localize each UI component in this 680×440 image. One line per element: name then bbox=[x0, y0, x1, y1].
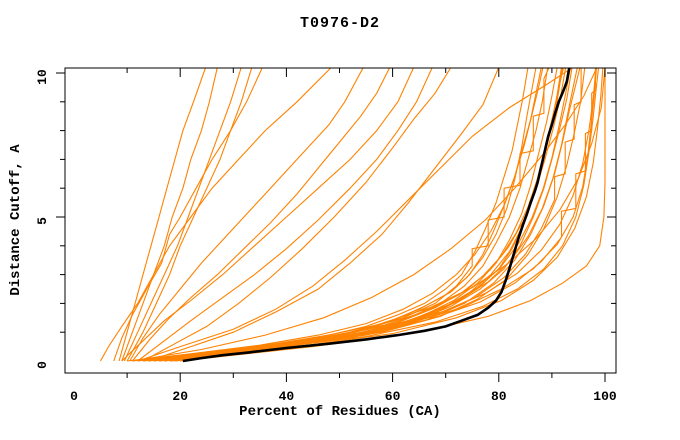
model-28-curve bbox=[172, 68, 578, 362]
model-36-curve bbox=[148, 68, 597, 362]
model-14-curve bbox=[132, 68, 529, 362]
model-13-curve bbox=[148, 68, 500, 362]
model-09-curve bbox=[121, 68, 415, 362]
model-30-curve bbox=[127, 68, 544, 362]
model-38-curve bbox=[142, 68, 606, 362]
y-axis-title: Distance Cutoff, A bbox=[8, 144, 24, 296]
model-04-curve bbox=[126, 68, 253, 362]
y-tick-label: 10 bbox=[35, 69, 50, 85]
x-tick-label: 100 bbox=[593, 389, 617, 404]
model-18-curve bbox=[164, 68, 563, 362]
model-27-curve bbox=[164, 68, 571, 362]
model-10-curve bbox=[137, 68, 433, 362]
chart-title: T0976-D2 bbox=[299, 15, 380, 32]
model-29-curve bbox=[174, 68, 582, 362]
model-32-curve bbox=[169, 68, 604, 362]
y-tick-label: 5 bbox=[35, 217, 50, 225]
x-tick-label: 40 bbox=[279, 389, 295, 404]
model-02-curve bbox=[121, 68, 218, 362]
model-17-curve bbox=[158, 68, 558, 362]
model-24-curve bbox=[153, 68, 564, 362]
model-07-curve bbox=[129, 68, 364, 362]
model-03-curve bbox=[123, 68, 242, 362]
x-tick-label: 20 bbox=[172, 389, 188, 404]
model-12-curve bbox=[137, 68, 573, 362]
highlighted-model-curve bbox=[182, 68, 571, 363]
model-31-curve bbox=[158, 68, 600, 362]
x-tick-label: 0 bbox=[70, 389, 78, 404]
plot-border bbox=[64, 67, 617, 374]
model-01-curve bbox=[118, 68, 207, 362]
y-tick-label: 0 bbox=[35, 361, 50, 369]
model-19-curve bbox=[169, 68, 573, 362]
model-16-curve bbox=[153, 68, 549, 362]
model-15-curve bbox=[142, 68, 542, 362]
model-11-curve bbox=[142, 68, 452, 362]
model-20-curve bbox=[174, 68, 581, 362]
x-axis-title: Percent of Residues (CA) bbox=[239, 404, 441, 420]
x-tick-label: 80 bbox=[491, 389, 507, 404]
x-tick-label: 60 bbox=[385, 389, 401, 404]
model-35-curve bbox=[164, 68, 596, 362]
model-05-curve bbox=[113, 68, 263, 362]
model-06-curve bbox=[100, 68, 332, 362]
curves-layer bbox=[100, 68, 606, 363]
model-26-curve bbox=[142, 68, 550, 362]
model-37-curve bbox=[132, 68, 598, 362]
model-08-curve bbox=[131, 68, 391, 362]
